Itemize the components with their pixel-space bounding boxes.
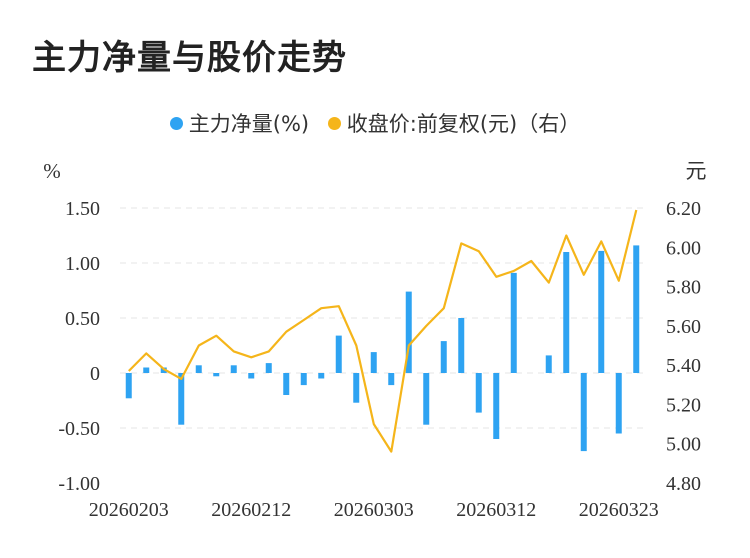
x-tick-label: 20260303: [334, 499, 414, 521]
net-volume-bar[interactable]: [335, 335, 342, 373]
right-tick-label: 6.20: [666, 198, 701, 220]
net-volume-bar[interactable]: [125, 373, 132, 399]
left-tick-label: -0.50: [58, 418, 100, 440]
right-axis-unit: 元: [686, 159, 707, 183]
right-tick-label: 5.20: [666, 394, 701, 416]
right-tick-label: 4.80: [666, 473, 701, 495]
legend-item-net-volume[interactable]: 主力净量(%): [169, 108, 310, 138]
legend-label-net-volume: 主力净量(%): [188, 112, 310, 136]
right-tick-label: 5.00: [666, 434, 701, 456]
net-volume-bar[interactable]: [248, 373, 255, 379]
left-tick-label: 0: [90, 363, 100, 385]
net-volume-bar[interactable]: [458, 318, 465, 373]
net-volume-bar[interactable]: [580, 373, 587, 452]
net-volume-bar[interactable]: [423, 373, 430, 425]
right-tick-label: 5.60: [666, 316, 701, 338]
legend-line-marker: [327, 116, 341, 130]
net-volume-bar[interactable]: [283, 373, 290, 395]
net-volume-bar[interactable]: [213, 373, 220, 377]
net-volume-bar[interactable]: [388, 373, 395, 386]
close-price-line[interactable]: [128, 209, 638, 453]
left-tick-label: 1.50: [65, 198, 100, 220]
chart-title: 主力净量与股价走势: [32, 38, 347, 78]
net-volume-bar[interactable]: [510, 272, 517, 373]
left-axis-unit: %: [43, 159, 61, 183]
right-tick-label: 5.40: [666, 355, 701, 377]
legend-label-close-price: 收盘价:前复权(元)（右）: [346, 112, 581, 136]
x-tick-label: 20260323: [579, 499, 659, 521]
net-volume-bar[interactable]: [598, 250, 605, 373]
left-tick-label: -1.00: [58, 473, 100, 495]
x-tick-label: 20260212: [211, 499, 291, 521]
legend-item-close-price[interactable]: 收盘价:前复权(元)（右）: [327, 108, 581, 138]
net-volume-bar[interactable]: [615, 373, 622, 434]
net-volume-bar[interactable]: [493, 373, 500, 439]
net-volume-bar[interactable]: [353, 373, 360, 403]
legend: 主力净量(%) 收盘价:前复权(元)（右）: [0, 108, 750, 138]
net-volume-bar[interactable]: [265, 363, 272, 373]
net-volume-bar[interactable]: [405, 291, 412, 373]
net-volume-bar[interactable]: [318, 373, 325, 379]
right-tick-label: 5.80: [666, 277, 701, 299]
net-volume-bar[interactable]: [475, 373, 482, 413]
net-volume-bar[interactable]: [300, 373, 307, 386]
net-volume-bar[interactable]: [370, 352, 377, 373]
net-volume-bar[interactable]: [440, 341, 447, 373]
net-volume-bar[interactable]: [143, 367, 150, 374]
net-volume-bar[interactable]: [563, 252, 570, 373]
x-tick-label: 20260312: [456, 499, 536, 521]
net-volume-bar[interactable]: [545, 355, 552, 373]
net-volume-bar[interactable]: [178, 373, 185, 425]
legend-bar-marker: [169, 116, 183, 130]
x-tick-label: 20260203: [89, 499, 169, 521]
left-tick-label: 0.50: [65, 308, 100, 330]
net-volume-bar[interactable]: [230, 365, 237, 373]
net-volume-bar[interactable]: [633, 245, 640, 373]
net-volume-bar[interactable]: [195, 365, 202, 373]
right-tick-label: 6.00: [666, 237, 701, 259]
left-tick-label: 1.00: [65, 253, 100, 275]
